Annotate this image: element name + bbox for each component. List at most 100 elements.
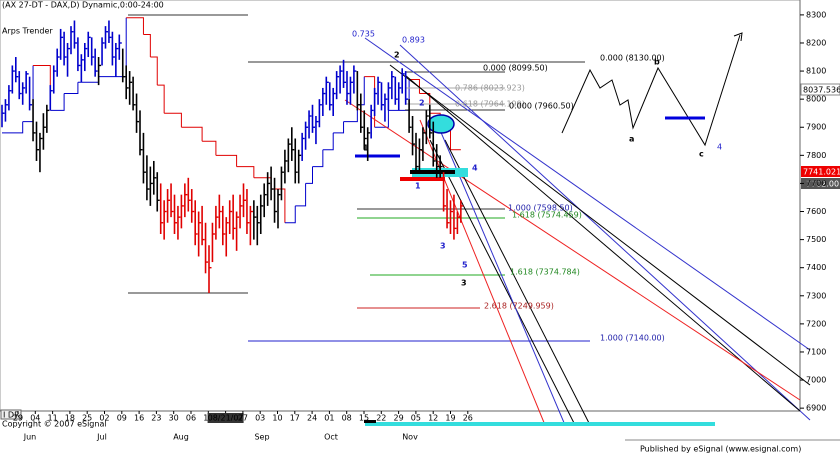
bottom-zone: [364, 420, 376, 423]
trend-line: [429, 139, 576, 426]
x-tick-label: 16: [134, 414, 144, 423]
wave-label: 2: [394, 51, 400, 60]
x-tick-label: 24: [307, 414, 317, 423]
publisher: Published by eSignal (www.esignal.com): [640, 445, 801, 454]
x-tick-label: 12: [428, 414, 438, 423]
x-tick-label: 02: [99, 414, 109, 423]
scenario-label: b: [654, 58, 660, 67]
x-tick-label: 08: [342, 414, 352, 423]
x-tick-label: 11: [48, 414, 58, 423]
price-box: [800, 83, 840, 96]
trender-step: [50, 93, 65, 111]
trend-line: [399, 44, 811, 421]
price-box: [801, 166, 840, 177]
trender-step: [333, 121, 345, 134]
trend-line: [444, 139, 591, 426]
logo: [0, 409, 22, 420]
price-label: 8037.5361: [803, 86, 840, 95]
trender-step: [157, 84, 165, 114]
trend-line: [389, 64, 811, 386]
price-label: 7741.02169: [803, 168, 840, 177]
month-label: Nov: [402, 433, 418, 442]
trender-step: [271, 188, 286, 223]
copyright: Copyright © 2007 eSignal: [2, 420, 107, 429]
x-tick-label: 22: [376, 414, 386, 423]
trender-step: [215, 154, 238, 167]
wave-label: 1: [415, 182, 421, 191]
x-tick-label: 10: [272, 414, 282, 423]
scenario-label: 4: [717, 143, 722, 152]
scenario-path: [561, 34, 741, 147]
x-tick-label: 01: [324, 414, 334, 423]
x-tick-label: 18: [65, 414, 75, 423]
x-tick-label: 06: [186, 414, 196, 423]
trender-step: [236, 166, 255, 178]
fib-label: 0.000 (8099.50): [483, 64, 548, 73]
y-tick-label: 7600: [806, 207, 826, 216]
x-tick-label: 23: [151, 414, 161, 423]
y-tick-label: 8200: [806, 38, 826, 47]
x-tick-label: 29: [394, 414, 404, 423]
trender-step: [409, 78, 420, 94]
price-label: 7702.00: [806, 180, 839, 189]
wave-label: 2: [419, 99, 425, 108]
y-tick-label: 7300: [806, 291, 826, 300]
trender-step: [295, 183, 307, 207]
trender-step: [202, 140, 217, 156]
x-tick-label: 04: [30, 414, 40, 423]
month-label: Oct: [324, 433, 338, 442]
cursor-date: 08/21/07: [208, 414, 244, 423]
y-tick-label: 7800: [806, 151, 826, 160]
zone: [410, 170, 455, 174]
wave-label: 3: [440, 242, 446, 251]
x-tick-label: 29: [13, 414, 23, 423]
y-tick-label: 6900: [806, 404, 826, 413]
y-tick-label: 8100: [806, 67, 826, 76]
arrow-head: [733, 32, 743, 42]
wave-label: 5: [462, 261, 468, 270]
y-tick-label: 7500: [806, 235, 826, 244]
x-tick-label: 27: [238, 414, 248, 423]
trend-line: [439, 129, 566, 426]
wave-label: 1: [363, 144, 369, 153]
x-tick-label: 03: [255, 414, 265, 423]
month-label: Aug: [173, 433, 189, 442]
y-tick-label: 7400: [806, 263, 826, 272]
month-label: Jun: [23, 433, 37, 442]
x-tick-label: 17: [290, 414, 300, 423]
x-tick-label: 26: [463, 414, 473, 423]
x-tick-label: 05: [411, 414, 421, 423]
logo-text: I DR: [3, 411, 20, 420]
trender-step: [164, 112, 182, 128]
fib-label: 1.618 (7374.784): [510, 268, 580, 277]
trender-step: [2, 121, 24, 134]
trend-line: [404, 74, 801, 412]
price-box: [801, 178, 840, 189]
fib-label: 0.000 (8130.00): [600, 54, 665, 63]
y-tick-label: 7900: [806, 123, 826, 132]
trender-step: [305, 166, 313, 184]
fib-label: 1.618 (7574.459): [512, 211, 582, 220]
plot-area: [0, 0, 801, 412]
scenario-label: a: [629, 135, 634, 144]
fib-label: 0.735: [352, 30, 375, 39]
fib-label: 0.893: [402, 36, 425, 45]
fib-label: 0.786 (8023.923): [455, 84, 525, 93]
x-tick-label: 15: [359, 414, 369, 423]
trender-step: [284, 205, 296, 224]
scenario-label: c: [699, 150, 704, 159]
trender-step: [374, 110, 389, 128]
fib-label: 2.618 (7249.959): [484, 302, 554, 311]
fib-label: 1.000 (7598.50): [508, 204, 573, 213]
cursor-box: [207, 413, 244, 423]
zone: [400, 177, 445, 181]
x-tick-label: 30: [169, 414, 179, 423]
y-tick-label: 7700: [806, 179, 826, 188]
y-tick-label: 7100: [806, 347, 826, 356]
trender-step: [64, 82, 79, 95]
indicator-label: Arps Trender: [2, 27, 53, 36]
x-tick-label: 19: [445, 414, 455, 423]
fib-label: 0.000 (7960.50): [509, 102, 574, 111]
trender-step: [150, 56, 158, 86]
